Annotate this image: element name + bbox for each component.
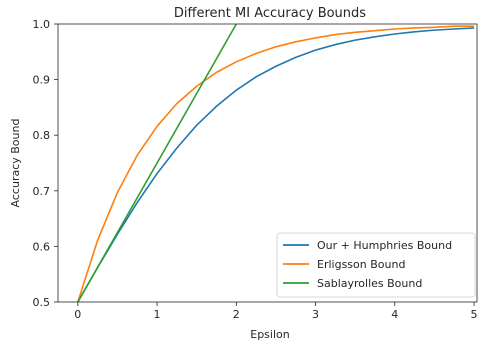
x-tick-label: 1 <box>154 308 161 321</box>
x-tick-label: 3 <box>312 308 319 321</box>
plot-area <box>77 24 475 302</box>
y-tick-label: 0.5 <box>33 296 51 309</box>
series-line-3 <box>77 24 237 302</box>
series-line-1 <box>77 27 475 302</box>
legend-label-2: Erligsson Bound <box>317 258 405 271</box>
x-tick-label: 2 <box>233 308 240 321</box>
legend-label-1: Our + Humphries Bound <box>317 239 452 252</box>
chart-title: Different MI Accuracy Bounds <box>174 6 366 21</box>
x-tick-label: 0 <box>74 308 81 321</box>
y-tick-label: 1.0 <box>33 18 51 31</box>
y-tick-label: 0.9 <box>33 74 51 87</box>
y-axis-label: Accuracy Bound <box>9 119 22 208</box>
legend-box <box>276 232 476 298</box>
legend: Our + Humphries Bound Erligsson Bound Sabl… <box>276 232 476 298</box>
series-line-2 <box>77 25 475 302</box>
x-tick-label: 5 <box>471 308 478 321</box>
y-tick-label: 0.8 <box>33 129 51 142</box>
legend-label-3: Sablayrolles Bound <box>317 277 422 290</box>
x-axis-label: Epsilon <box>250 328 290 341</box>
y-tick-label: 0.7 <box>33 185 51 198</box>
x-tick-label: 4 <box>391 308 398 321</box>
y-tick-label: 0.6 <box>33 240 51 253</box>
axis-ticks: 0 1 2 3 4 5 0.5 0.6 0.7 0.8 0.9 1.0 <box>33 18 478 321</box>
plot-frame <box>57 23 478 303</box>
